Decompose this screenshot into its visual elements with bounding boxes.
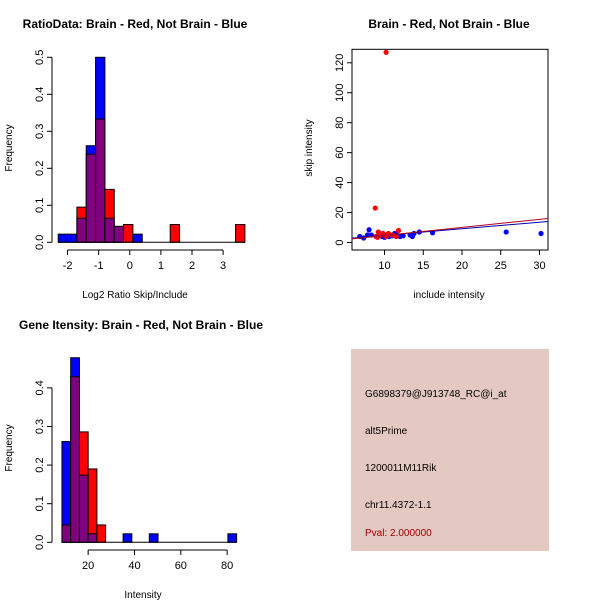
gene-name: 1200011M11Rik — [365, 463, 437, 474]
gene-histogram-title: Gene Itensity: Brain - Red, Not Brain - … — [19, 318, 263, 332]
blue-bar — [67, 233, 78, 243]
overlap-bar — [61, 524, 72, 543]
scatter-xlabel: include intensity — [413, 290, 484, 301]
ratio-histogram: RatioData: Brain - Red, Not Brain - Blue… — [4, 17, 248, 301]
x-tick-label: 20 — [456, 260, 468, 272]
gene-intensity-histogram: Gene Itensity: Brain - Red, Not Brain - … — [4, 318, 263, 600]
pval: Pval: 2.000000 — [365, 528, 432, 539]
overlap-bar — [78, 474, 89, 543]
event-type: alt5Prime — [365, 426, 408, 437]
y-tick-label: 0.0 — [34, 235, 46, 250]
x-tick-label: 40 — [128, 560, 140, 572]
x-tick-label: -2 — [63, 260, 73, 272]
x-tick-label: 30 — [533, 260, 545, 272]
red-bar — [169, 224, 181, 243]
ratio-histogram-title: RatioData: Brain - Red, Not Brain - Blue — [23, 17, 248, 31]
plot-box — [351, 48, 549, 251]
red-point — [393, 233, 399, 240]
blue-point — [366, 227, 372, 233]
red-point — [395, 227, 402, 234]
red-bar — [87, 468, 98, 543]
y-tick-label: 0.3 — [34, 419, 46, 434]
blue-bar — [227, 533, 238, 543]
overlap-bar — [95, 118, 106, 243]
ratio-histogram-xlabel: Log2 Ratio Skip/Include — [82, 290, 188, 301]
overlap-bar — [104, 217, 115, 243]
y-tick-label: 20 — [334, 206, 346, 218]
gene-histogram-xlabel: Intensity — [124, 590, 161, 600]
red-bar — [235, 224, 246, 243]
y-tick-label: 100 — [334, 84, 346, 102]
y-tick-label: 0.4 — [34, 380, 46, 395]
y-tick-label: 0.1 — [34, 198, 46, 213]
y-tick-label: 0.2 — [34, 161, 46, 176]
x-tick-label: 25 — [495, 260, 507, 272]
blue-bar — [148, 533, 159, 543]
y-tick-label: 0.5 — [34, 50, 46, 65]
info-panel-background — [351, 349, 549, 551]
info-panel: G6898379@J913748_RC@i_at alt5Prime 12000… — [351, 349, 549, 551]
blue-bar — [122, 533, 133, 543]
gene-histogram-ylabel: Frequency — [4, 424, 15, 471]
y-tick-label: 0.1 — [34, 496, 46, 511]
x-tick-label: 10 — [378, 260, 390, 272]
overlap-bar — [85, 153, 97, 243]
red-fit-line — [351, 217, 549, 240]
ratio-histogram-ylabel: Frequency — [4, 124, 15, 171]
blue-point — [503, 229, 509, 235]
x-tick-label: 60 — [175, 560, 187, 572]
x-tick-label: 3 — [220, 260, 226, 272]
probe-id: G6898379@J913748_RC@i_at — [365, 389, 507, 400]
y-tick-label: 80 — [334, 117, 346, 129]
x-tick-label: 15 — [417, 260, 429, 272]
blue-point — [538, 230, 544, 237]
y-tick-label: 0.2 — [34, 457, 46, 472]
x-tick-label: 80 — [221, 560, 233, 572]
overlap-bar — [76, 217, 87, 243]
y-tick-label: 120 — [334, 54, 346, 72]
scatter-title: Brain - Red, Not Brain - Blue — [368, 17, 530, 31]
overlap-bar — [70, 376, 80, 543]
y-tick-label: 0.0 — [34, 535, 46, 550]
red-point — [383, 49, 389, 55]
overlap-bar — [87, 533, 98, 543]
y-tick-label: 0.3 — [34, 124, 46, 139]
x-tick-label: 2 — [189, 260, 195, 272]
red-point — [372, 205, 378, 211]
x-tick-label: -1 — [94, 260, 104, 272]
x-tick-label: 1 — [158, 260, 164, 272]
x-tick-label: 20 — [82, 560, 94, 572]
blue-point — [400, 233, 406, 239]
red-bar — [96, 524, 107, 543]
locus: chr11.4372-1.1 — [365, 500, 432, 511]
blue-bar — [57, 233, 69, 243]
y-tick-label: 0 — [334, 239, 346, 245]
y-tick-label: 40 — [334, 176, 346, 188]
y-tick-label: 0.4 — [34, 87, 46, 102]
intensity-scatter: Brain - Red, Not Brain - Blue include in… — [304, 17, 549, 301]
scatter-ylabel: skip intensity — [304, 119, 315, 176]
overlap-bar — [113, 225, 125, 243]
red-bar — [123, 224, 134, 243]
y-tick-label: 60 — [334, 147, 346, 159]
blue-bar — [132, 233, 143, 243]
x-tick-label: 0 — [127, 260, 133, 272]
